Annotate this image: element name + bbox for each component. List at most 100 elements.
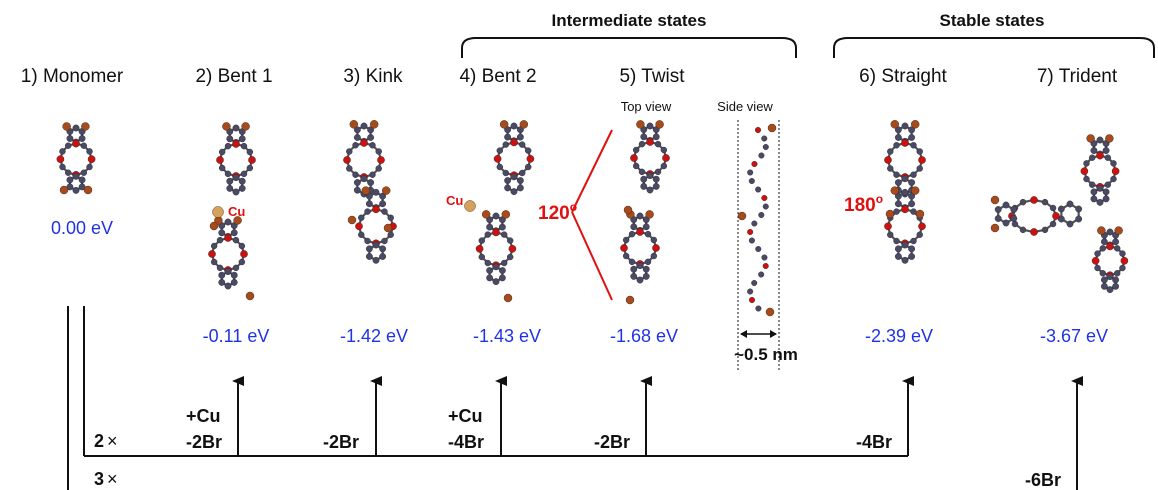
bromine-atom bbox=[890, 120, 899, 129]
carbon-atom bbox=[644, 230, 652, 238]
carbon-atom bbox=[358, 214, 365, 222]
carbon-atom bbox=[1090, 195, 1098, 203]
oxygen-atom bbox=[1111, 167, 1120, 175]
carbon-atom bbox=[894, 179, 902, 186]
reaction-bent2-top: +Cu bbox=[448, 406, 483, 426]
bromine-atom bbox=[625, 295, 635, 305]
carbon-atom bbox=[893, 171, 900, 178]
carbon-atom bbox=[758, 152, 765, 159]
cu-label-bent1: Cu bbox=[228, 204, 245, 219]
bromine-atom bbox=[1105, 134, 1114, 143]
carbon-atom bbox=[78, 135, 86, 142]
oxygen-atom bbox=[475, 244, 484, 253]
reaction-bent2-bottom: -4Br bbox=[448, 432, 484, 452]
carbon-atom bbox=[210, 258, 218, 266]
carbon-atom bbox=[232, 124, 240, 132]
carbon-atom bbox=[894, 192, 902, 200]
carbon-atom bbox=[901, 256, 909, 264]
carbon-atom bbox=[640, 175, 648, 183]
carbon-atom bbox=[226, 184, 234, 192]
bromine-atom bbox=[62, 122, 71, 131]
carbon-atom bbox=[369, 142, 376, 149]
carbon-atom bbox=[367, 126, 375, 134]
copper-atom bbox=[212, 206, 224, 218]
side-view-width-arrow-left-head bbox=[740, 330, 747, 338]
carbon-atom bbox=[498, 223, 506, 231]
state-title-kink: 3) Kink bbox=[343, 66, 403, 87]
carbon-atom bbox=[636, 276, 644, 284]
carbon-atom bbox=[1088, 154, 1096, 161]
stable-bracket bbox=[833, 37, 1155, 58]
top-view-label: Top view bbox=[621, 99, 672, 114]
carbon-atom bbox=[1113, 270, 1121, 277]
carbon-atom bbox=[218, 148, 226, 156]
carbon-atom bbox=[365, 192, 373, 200]
carbon-atom bbox=[1112, 282, 1120, 290]
carbon-atom bbox=[353, 134, 361, 141]
bromine-atom bbox=[767, 123, 777, 133]
side-view-label: Side view bbox=[717, 99, 773, 114]
carbon-atom bbox=[1002, 201, 1010, 209]
carbon-atom bbox=[246, 164, 254, 172]
energy-twist: -1.68 eV bbox=[610, 326, 678, 346]
carbon-atom bbox=[908, 200, 916, 208]
carbon-atom bbox=[901, 122, 909, 130]
carbon-atom bbox=[484, 231, 491, 238]
oxygen-atom bbox=[1030, 196, 1038, 204]
carbon-atom bbox=[887, 231, 894, 239]
carbon-atom bbox=[365, 245, 373, 253]
carbon-atom bbox=[372, 188, 380, 196]
carbon-atom bbox=[372, 241, 380, 249]
carbon-atom bbox=[240, 170, 248, 178]
carbon-atom bbox=[519, 141, 526, 148]
carbon-atom bbox=[1112, 238, 1120, 246]
carbon-atom bbox=[638, 168, 646, 176]
carbon-atom bbox=[218, 271, 226, 279]
bromine-atom bbox=[383, 223, 393, 233]
carbon-atom bbox=[910, 208, 917, 215]
carbon-atom bbox=[226, 135, 234, 143]
carbon-atom bbox=[660, 162, 668, 170]
energy-bent1: -0.11 eV bbox=[203, 326, 270, 346]
carbon-atom bbox=[654, 140, 662, 148]
carbon-atom bbox=[353, 186, 361, 194]
carbon-atom bbox=[379, 245, 387, 253]
state-title-bent2: 4) Bent 2 bbox=[459, 66, 536, 87]
carbon-atom bbox=[751, 220, 758, 227]
carbon-atom bbox=[492, 212, 500, 220]
oxygen-atom bbox=[87, 155, 96, 163]
carbon-atom bbox=[642, 272, 650, 280]
carbon-atom bbox=[238, 242, 246, 250]
carbon-atom bbox=[238, 135, 246, 143]
carbon-atom bbox=[758, 271, 765, 278]
carbon-atom bbox=[1019, 226, 1027, 234]
carbon-atom bbox=[381, 208, 388, 215]
bromine-atom bbox=[233, 216, 242, 225]
carbon-atom bbox=[1110, 175, 1117, 183]
carbon-atom bbox=[59, 163, 66, 171]
carbon-atom bbox=[72, 124, 80, 132]
carbon-atom bbox=[893, 208, 900, 215]
carbon-atom bbox=[1119, 264, 1126, 272]
carbon-atom bbox=[224, 282, 232, 290]
carbon-atom bbox=[224, 268, 232, 275]
oxygen-atom bbox=[493, 154, 502, 163]
carbon-atom bbox=[210, 242, 218, 250]
carbon-atom bbox=[230, 278, 238, 286]
oxygen-atom bbox=[1080, 167, 1089, 175]
bromine-atom bbox=[990, 223, 1000, 233]
carbon-atom bbox=[1096, 198, 1104, 206]
oxygen-atom bbox=[620, 244, 628, 252]
carbon-atom bbox=[908, 134, 916, 141]
carbon-atom bbox=[755, 186, 762, 193]
carbon-atom bbox=[387, 231, 394, 239]
carbon-atom bbox=[1104, 154, 1112, 161]
carbon-atom bbox=[66, 176, 74, 184]
carbon-atom bbox=[1100, 238, 1108, 246]
bromine-atom bbox=[636, 120, 645, 129]
oxygen-atom bbox=[884, 222, 892, 231]
carbon-atom bbox=[887, 165, 894, 172]
carbon-atom bbox=[216, 236, 224, 244]
carbon-atom bbox=[916, 148, 923, 155]
